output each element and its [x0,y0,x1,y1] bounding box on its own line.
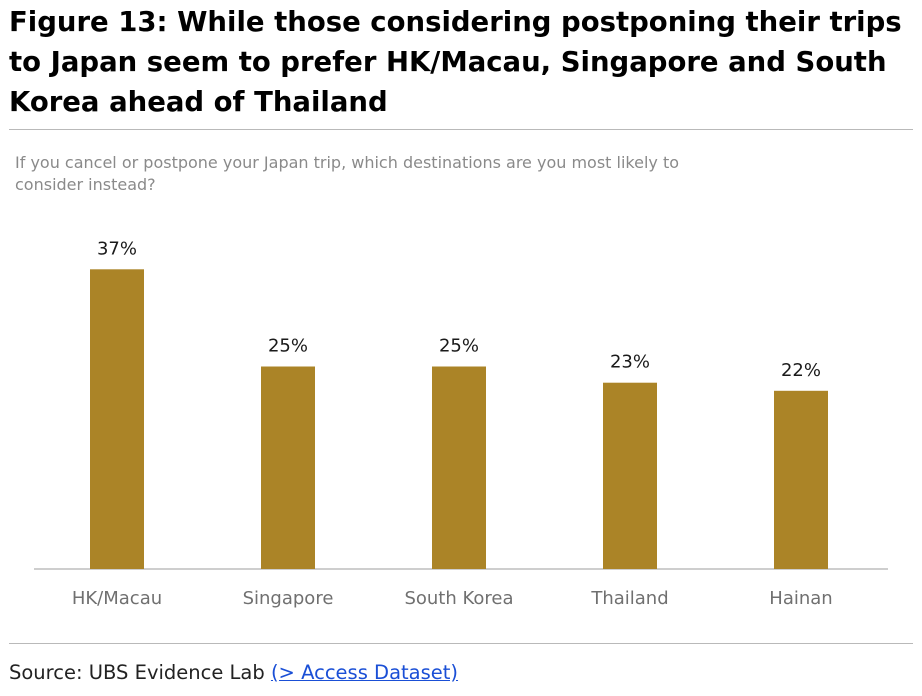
bar-hainan [774,390,828,569]
category-label-hk-macau: HK/Macau [72,588,162,609]
figure-title: Figure 13: While those considering postp… [9,6,902,118]
top-divider [9,129,913,130]
bottom-divider [9,643,913,644]
source-text: Source: UBS Evidence Lab [9,661,271,684]
data-label-hainan: 22% [781,360,821,381]
data-label-hk-macau: 37% [97,238,137,259]
category-label-hainan: Hainan [769,588,832,609]
category-label-south-korea: South Korea [404,588,513,609]
bar-thailand [603,382,657,569]
bar-south-korea [432,366,486,569]
source-line: Source: UBS Evidence Lab (> Access Datas… [9,658,458,688]
data-label-south-korea: 25% [439,336,479,357]
category-label-thailand: Thailand [590,588,668,609]
bar-singapore [261,366,315,569]
chart-subtitle: If you cancel or postpone your Japan tri… [15,153,680,194]
bar-hk-macau [90,269,144,569]
data-label-singapore: 25% [268,336,308,357]
category-label-singapore: Singapore [243,588,334,609]
access-dataset-link[interactable]: (> Access Dataset) [270,661,459,684]
data-label-thailand: 23% [610,352,650,373]
bar-chart: 37% HK/Macau 25% Singapore 25% South Korea 23%… [34,238,888,609]
